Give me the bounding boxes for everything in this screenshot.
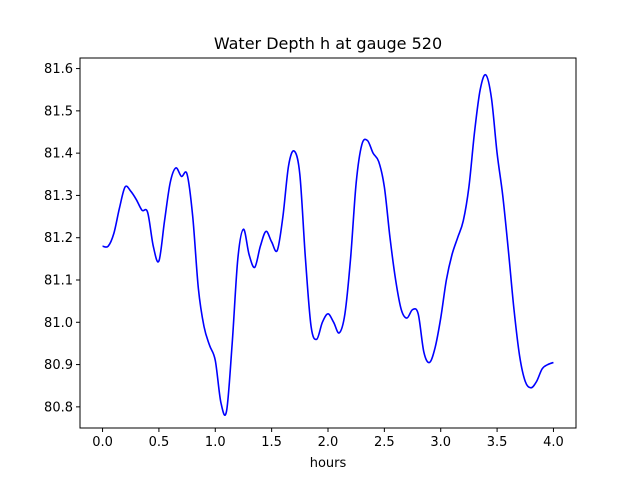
x-tick-label: 4.0 (543, 435, 564, 450)
chart-title: Water Depth h at gauge 520 (214, 34, 442, 53)
x-tick-label: 1.0 (205, 435, 226, 450)
series-line (102, 73, 554, 416)
x-tick-label: 3.5 (487, 435, 508, 450)
x-tick-label: 1.5 (261, 435, 282, 450)
y-tick-label: 81.1 (44, 274, 73, 289)
x-axis-ticks: 0.0 0.5 1.0 1.5 2.0 2.5 3.0 3.5 4.0 (92, 428, 564, 450)
y-tick-label: 81.0 (44, 316, 73, 331)
x-axis-label: hours (310, 456, 347, 471)
plot-area (102, 73, 554, 416)
y-tick-label: 81.3 (44, 189, 73, 204)
x-tick-label: 0.5 (149, 435, 170, 450)
x-tick-label: 2.5 (374, 435, 395, 450)
y-tick-label: 81.4 (44, 147, 73, 162)
x-tick-label: 2.0 (318, 435, 339, 450)
y-tick-label: 80.9 (44, 358, 73, 373)
axes-frame (79, 57, 577, 429)
y-tick-label: 81.5 (44, 104, 73, 119)
y-tick-label: 81.6 (44, 62, 73, 77)
y-tick-label: 80.8 (44, 400, 73, 415)
y-axis-ticks: 80.8 80.9 81.0 81.1 81.2 81.3 81.4 81.5 81.6 (44, 62, 80, 415)
x-tick-label: 0.0 (92, 435, 113, 450)
y-tick-label: 81.2 (44, 231, 73, 246)
x-tick-label: 3.0 (430, 435, 451, 450)
